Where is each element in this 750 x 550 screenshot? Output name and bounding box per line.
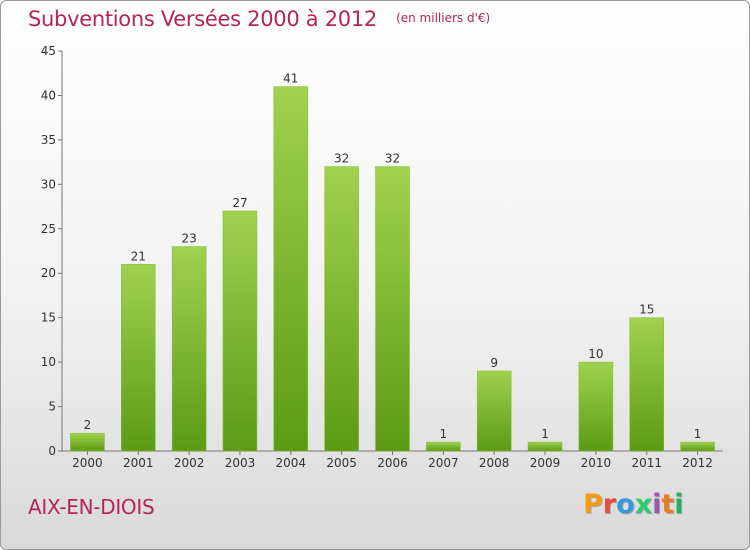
bar-value-label: 32 [385,152,400,166]
logo-letter: i [652,489,662,520]
bar [629,317,664,452]
bar [273,86,309,452]
y-tick-label: 35 [41,133,56,147]
x-tick-label: 2003 [225,456,256,470]
x-tick-label: 2007 [428,456,459,470]
y-tick-label: 30 [41,177,56,191]
title-row: Subventions Versées 2000 à 2012 (en mill… [28,7,490,31]
y-tick-label: 25 [41,222,56,236]
chart-unit: (en milliers d'€) [396,11,491,25]
bar-value-label: 1 [694,427,702,441]
logo-letter: r [602,489,617,520]
x-tick-label: 2002 [174,456,205,470]
y-tick-label: 5 [48,400,56,414]
bar [426,441,461,452]
x-tick-label: 2006 [377,456,408,470]
bar-value-label: 32 [334,152,349,166]
y-tick-label: 15 [41,311,56,325]
bar [121,264,156,452]
bar-value-label: 21 [131,249,146,263]
x-tick-label: 2004 [276,456,307,470]
y-tick-label: 20 [41,266,56,280]
bar-value-label: 23 [181,232,196,246]
chart-title: Subventions Versées 2000 à 2012 [28,7,377,31]
bar [578,361,614,452]
logo-letter: P [583,489,603,520]
bar [171,246,207,452]
logo-letter: x [634,489,653,520]
logo-letter: i [674,489,684,520]
x-tick-label: 2009 [530,456,561,470]
bar [70,432,105,452]
x-tick-label: 2001 [123,456,154,470]
bar [222,210,258,452]
proxiti-logo[interactable]: Proxiti [583,489,684,520]
bar-value-label: 27 [232,196,247,210]
logo-letter: o [616,489,635,520]
commune-name: AIX-EN-DIOIS [28,495,155,519]
logo-letter: t [661,489,675,520]
bar [527,441,563,452]
bar-value-label: 1 [541,427,549,441]
bar [476,370,512,452]
bar-value-label: 10 [588,347,603,361]
bar-value-label: 1 [440,427,448,441]
x-tick-label: 2005 [326,456,357,470]
bar-value-label: 2 [84,418,92,432]
y-tick-label: 10 [41,355,56,369]
y-tick-label: 40 [41,88,56,102]
x-tick-label: 2012 [682,456,713,470]
x-tick-label: 2011 [631,456,662,470]
bar [324,166,359,452]
bar [375,166,410,452]
bar [680,441,715,452]
x-tick-label: 2000 [72,456,103,470]
bar-value-label: 15 [639,303,654,317]
x-tick-label: 2008 [479,456,510,470]
bar-value-label: 41 [283,72,298,86]
x-tick-label: 2010 [581,456,612,470]
bar-value-label: 9 [490,356,498,370]
y-tick-label: 0 [48,444,56,458]
y-tick-label: 45 [41,44,56,58]
